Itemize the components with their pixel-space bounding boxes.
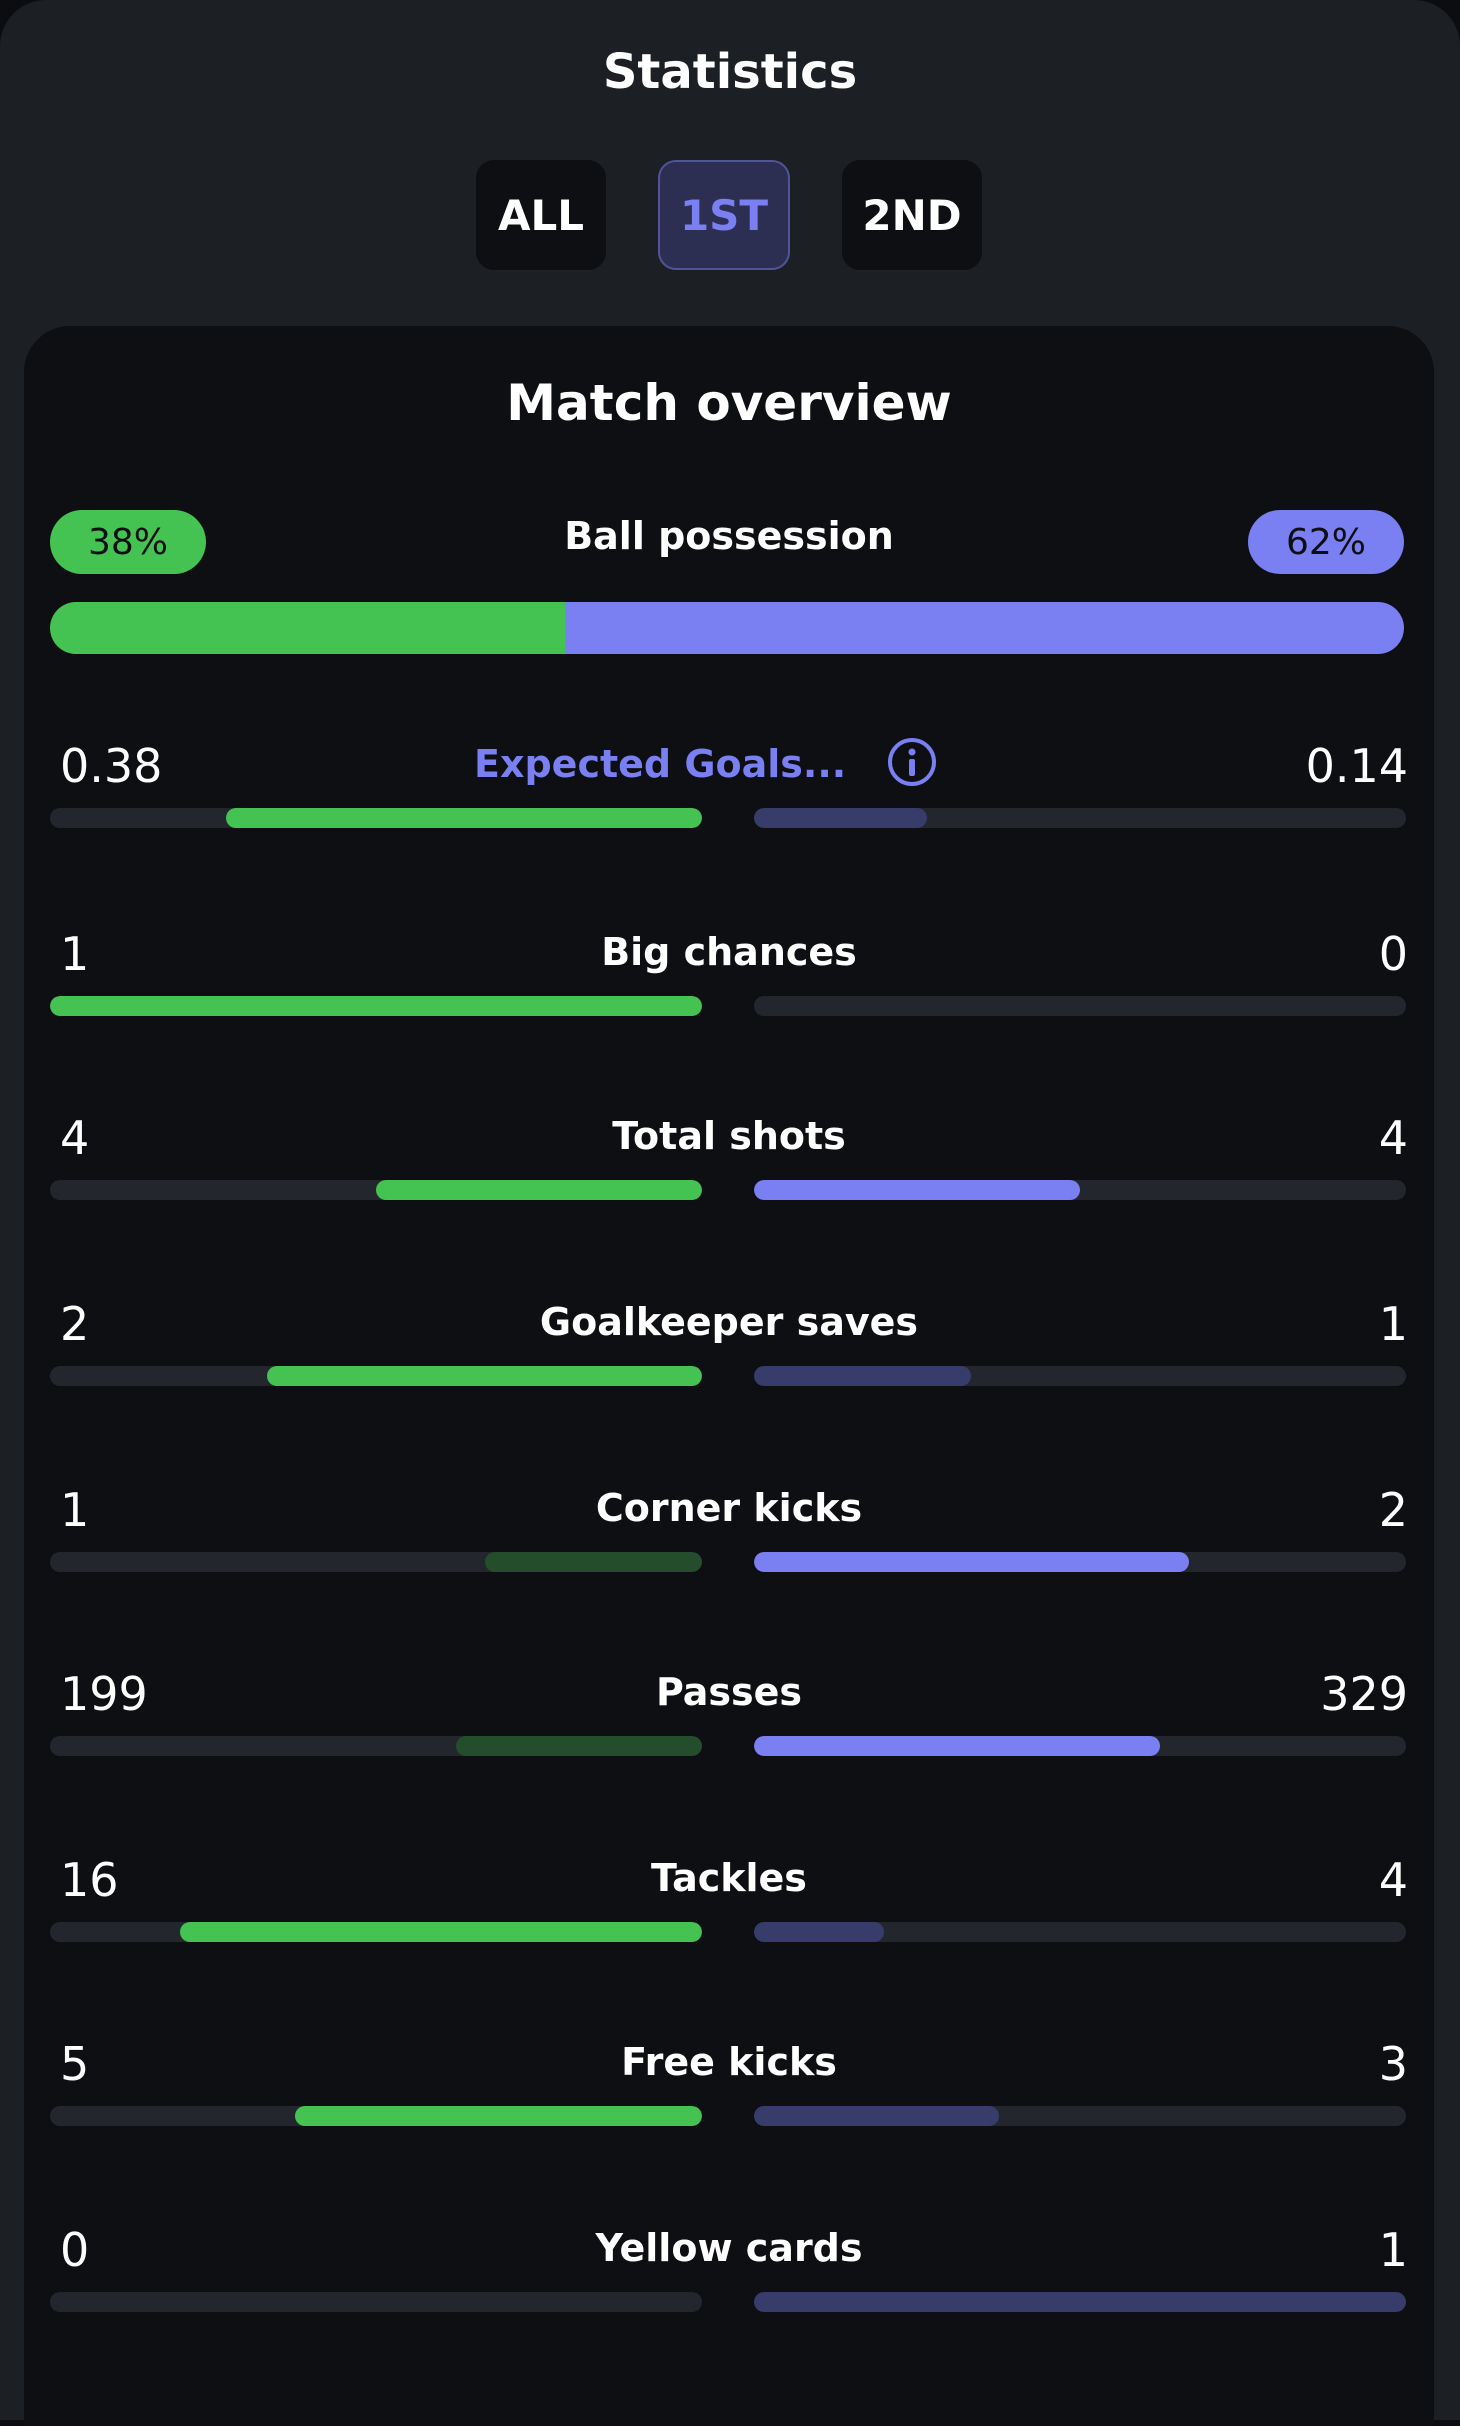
away-stat-bar [754, 2292, 1406, 2312]
home-stat-value: 199 [60, 1667, 148, 1721]
home-stat-value: 2 [60, 1297, 90, 1351]
tab-2nd[interactable]: 2ND [842, 160, 982, 270]
away-stat-value: 0 [1378, 927, 1408, 981]
home-stat-bar-fill [226, 808, 702, 828]
home-stat-value: 1 [60, 1483, 90, 1537]
stat-label: Corner kicks [595, 1486, 863, 1530]
info-icon[interactable] [886, 736, 938, 788]
away-stat-bar [754, 1736, 1406, 1756]
home-stat-bar-fill [267, 1366, 702, 1386]
away-stat-value: 0.14 [1305, 739, 1408, 793]
home-possession-badge: 38% [50, 510, 206, 574]
home-stat-bar [50, 2106, 702, 2126]
away-stat-bar [754, 996, 1406, 1016]
tab-all[interactable]: ALL [476, 160, 606, 270]
away-stat-value: 1 [1378, 2223, 1408, 2277]
match-overview-title: Match overview [506, 374, 952, 432]
away-stat-value: 1 [1378, 1297, 1408, 1351]
stat-row[interactable]: 0.38 Expected Goals... 0.14 [24, 736, 1434, 876]
away-stat-bar-fill [754, 2106, 999, 2126]
home-stat-value: 0 [60, 2223, 90, 2277]
stat-row: 5 Free kicks 3 [24, 2034, 1434, 2174]
away-stat-bar-fill [754, 2292, 1406, 2312]
stat-row: 1 Big chances 0 [24, 924, 1434, 1064]
away-stat-value: 4 [1378, 1853, 1408, 1907]
ball-possession-label: Ball possession [564, 514, 894, 558]
away-stat-bar-fill [754, 1922, 885, 1942]
away-stat-bar-fill [754, 1366, 972, 1386]
match-overview-card: Match overview 38% Ball possession 62% 0… [24, 326, 1434, 2426]
possession-bar-home [50, 602, 565, 654]
stat-label: Free kicks [621, 2040, 837, 2084]
home-stat-value: 4 [60, 1111, 90, 1165]
home-stat-bar [50, 996, 702, 1016]
stat-row: 16 Tackles 4 [24, 1850, 1434, 1990]
away-stat-bar [754, 1552, 1406, 1572]
away-stat-bar-fill [754, 808, 927, 828]
stat-row: 4 Total shots 4 [24, 1108, 1434, 1248]
home-stat-bar-fill [294, 2106, 702, 2126]
away-stat-bar [754, 1922, 1406, 1942]
away-stat-value: 3 [1378, 2037, 1408, 2091]
away-stat-value: 2 [1378, 1483, 1408, 1537]
away-stat-bar [754, 1180, 1406, 1200]
home-stat-bar [50, 808, 702, 828]
home-stat-value: 16 [60, 1853, 119, 1907]
stat-label: Tackles [651, 1856, 807, 1900]
stat-label: Goalkeeper saves [539, 1300, 919, 1344]
home-stat-bar-fill [456, 1736, 702, 1756]
stat-label: Passes [655, 1670, 803, 1714]
away-stat-value: 329 [1320, 1667, 1408, 1721]
home-stat-bar-fill [484, 1552, 702, 1572]
possession-bar-away [564, 602, 1404, 654]
stat-row: 2 Goalkeeper saves 1 [24, 1294, 1434, 1434]
stat-row: 199 Passes 329 [24, 1664, 1434, 1804]
home-stat-value: 1 [60, 927, 90, 981]
home-stat-bar [50, 1366, 702, 1386]
away-stat-bar-fill [754, 1552, 1189, 1572]
stat-row: 0 Yellow cards 1 [24, 2220, 1434, 2360]
home-stat-bar [50, 2292, 702, 2312]
home-stat-bar-fill [376, 1180, 702, 1200]
home-stat-value: 0.38 [60, 739, 163, 793]
away-stat-bar [754, 808, 1406, 828]
away-stat-bar-fill [754, 1736, 1161, 1756]
possession-bar [50, 602, 1404, 654]
period-tabs: ALL 1ST 2ND [0, 160, 1460, 272]
away-stat-value: 4 [1378, 1111, 1408, 1165]
tab-1st[interactable]: 1ST [658, 160, 790, 270]
home-stat-bar [50, 1552, 702, 1572]
home-stat-bar-fill [180, 1922, 702, 1942]
away-stat-bar [754, 1366, 1406, 1386]
home-stat-value: 5 [60, 2037, 90, 2091]
home-stat-bar [50, 1922, 702, 1942]
statistics-title: Statistics [602, 44, 858, 100]
stat-label[interactable]: Expected Goals... [474, 742, 847, 786]
home-stat-bar [50, 1180, 702, 1200]
stat-row: 1 Corner kicks 2 [24, 1480, 1434, 1620]
stat-label: Yellow cards [595, 2226, 863, 2270]
stat-label: Big chances [601, 930, 857, 974]
home-stat-bar-fill [50, 996, 702, 1016]
home-stat-bar [50, 1736, 702, 1756]
stat-label: Total shots [612, 1114, 846, 1158]
away-stat-bar [754, 2106, 1406, 2126]
away-possession-badge: 62% [1248, 510, 1404, 574]
away-stat-bar-fill [754, 1180, 1080, 1200]
